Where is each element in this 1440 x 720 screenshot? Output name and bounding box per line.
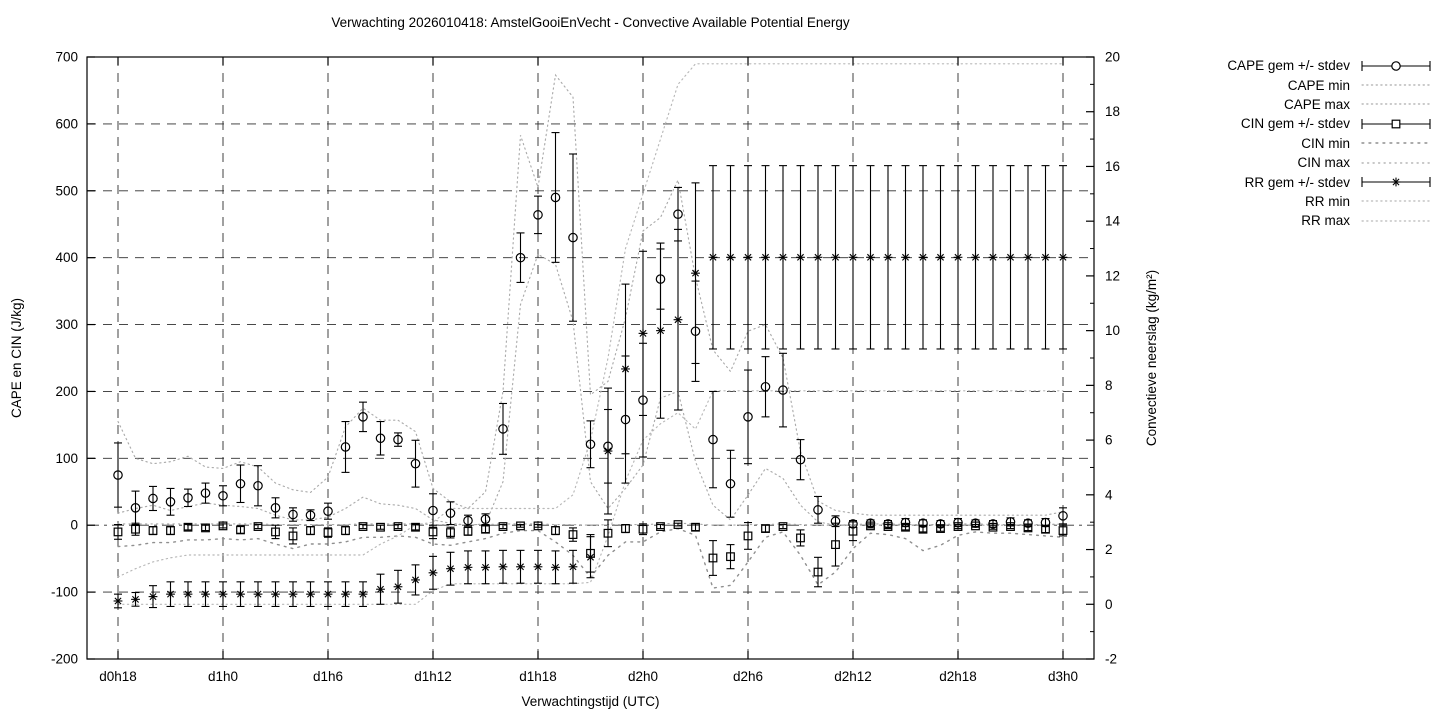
legend-entry-cape_max: CAPE max xyxy=(1095,95,1440,114)
legend: CAPE gem +/- stdev CAPE min CAPE max CIN ge… xyxy=(1095,56,1440,231)
y-right-tick-label: 18 xyxy=(1105,104,1120,119)
legend-sample-errorbar xyxy=(1361,60,1431,71)
x-tick-label: d1h12 xyxy=(414,669,452,684)
y-right-tick-label: 4 xyxy=(1105,487,1113,502)
y-right-tick-label: 6 xyxy=(1105,433,1113,448)
x-tick-label: d3h0 xyxy=(1048,669,1078,684)
legend-entry-cin_gem: CIN gem +/- stdev xyxy=(1095,114,1440,133)
y-right-tick-label: 20 xyxy=(1105,50,1120,65)
y-left-tick-label: 500 xyxy=(55,183,78,198)
y-axis-label-left: CAPE en CIN (J/kg) xyxy=(9,297,24,419)
legend-sample-dotted-line xyxy=(1361,142,1431,144)
x-tick-label: d2h6 xyxy=(733,669,763,684)
legend-sample-dotted-line xyxy=(1361,84,1431,86)
y-left-tick-label: 200 xyxy=(55,384,78,399)
legend-sample-errorbar xyxy=(1361,177,1431,188)
y-right-tick-label: 8 xyxy=(1105,378,1113,393)
y-left-tick-label: 0 xyxy=(70,518,78,533)
tick-labels: -200 -100 0 100 200 300 400 500 600 700 -2 0 2 4 6 8 10 1… xyxy=(51,50,1121,685)
legend-entry-rr_max: RR max xyxy=(1095,211,1440,230)
y-left-tick-label: 300 xyxy=(55,317,78,332)
series-rr_max xyxy=(117,63,1064,578)
y-left-tick-label: -200 xyxy=(51,652,78,667)
y-right-tick-label: 0 xyxy=(1105,597,1113,612)
y-left-tick-label: 400 xyxy=(55,250,78,265)
legend-sample-errorbar xyxy=(1361,118,1431,129)
y-right-tick-label: -2 xyxy=(1105,652,1117,667)
legend-label: RR max xyxy=(1301,213,1350,229)
legend-label: CIN gem +/- stdev xyxy=(1240,116,1350,132)
y-right-tick-label: 2 xyxy=(1105,542,1113,557)
legend-sample-dotted-line xyxy=(1361,220,1431,222)
legend-label: RR min xyxy=(1304,193,1350,209)
y-left-tick-label: 700 xyxy=(55,50,78,65)
legend-entry-rr_min: RR min xyxy=(1095,192,1440,211)
legend-sample-dotted-line xyxy=(1361,103,1431,106)
legend-label: CIN min xyxy=(1301,135,1350,151)
x-tick-label: d2h12 xyxy=(834,669,872,684)
legend-label: CAPE max xyxy=(1283,96,1350,112)
x-tick-label: d1h6 xyxy=(313,669,343,684)
series-cape_min xyxy=(117,253,1064,526)
legend-label: CAPE min xyxy=(1287,77,1350,93)
legend-sample-dotted-line xyxy=(1361,162,1431,164)
legend-label: CIN max xyxy=(1297,155,1350,171)
y-right-tick-label: 12 xyxy=(1105,268,1120,283)
y-right-tick-label: 16 xyxy=(1105,159,1120,174)
legend-label: CAPE gem +/- stdev xyxy=(1227,58,1350,74)
series-cape_gem xyxy=(113,132,1068,529)
y-left-tick-label: 600 xyxy=(55,116,78,131)
legend-sample-dotted-line xyxy=(1361,200,1431,202)
y-left-tick-label: 100 xyxy=(55,451,78,466)
axes xyxy=(86,56,1095,660)
legend-entry-rr_gem: RR gem +/- stdev xyxy=(1095,172,1440,191)
y-left-tick-label: -100 xyxy=(51,585,78,600)
x-tick-label: d0h18 xyxy=(99,669,137,684)
x-tick-label: d2h0 xyxy=(628,669,658,684)
series-cin_gem xyxy=(113,519,1068,588)
x-tick-label: d1h0 xyxy=(208,669,238,684)
chart-title: Verwachting 2026010418: AmstelGooiEnVech… xyxy=(331,15,850,30)
x-tick-label: d1h18 xyxy=(519,669,557,684)
legend-entry-cape_min: CAPE min xyxy=(1095,75,1440,94)
y-right-tick-label: 14 xyxy=(1105,214,1121,229)
legend-label: RR gem +/- stdev xyxy=(1244,174,1350,190)
x-axis-label: Verwachtingstijd (UTC) xyxy=(521,694,660,709)
gridlines xyxy=(87,57,1094,659)
legend-entry-cape_gem: CAPE gem +/- stdev xyxy=(1095,56,1440,75)
legend-entry-cin_max: CIN max xyxy=(1095,153,1440,172)
series-rr_gem xyxy=(113,165,1068,609)
y-axis-label-right: Convectieve neerslag (kg/m²) xyxy=(1144,269,1159,447)
legend-entry-cin_min: CIN min xyxy=(1095,134,1440,153)
x-tick-label: d2h18 xyxy=(939,669,977,684)
series-cape_max xyxy=(117,73,1064,516)
y-right-tick-label: 10 xyxy=(1105,323,1120,338)
